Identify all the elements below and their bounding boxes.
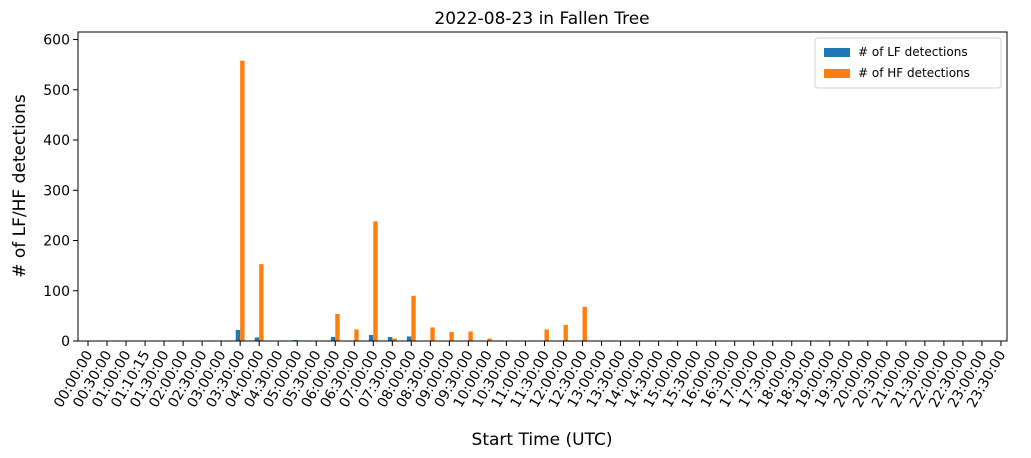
y-ticks-layer: 0 100 200 300 400 500 600 [43, 33, 78, 350]
y-tick-label: 0 [61, 334, 70, 350]
legend-label: # of LF detections [858, 45, 968, 59]
bars-layer [235, 60, 587, 341]
lf-bar [235, 329, 241, 341]
y-tick-label: 100 [43, 284, 70, 300]
x-axis-label: Start Time (UTC) [472, 430, 613, 450]
hf-bar [259, 264, 264, 341]
lf-bar [406, 336, 412, 341]
hf-bar [354, 329, 359, 341]
y-tick-label: 300 [43, 183, 70, 199]
hf-bar [582, 306, 587, 341]
hf-bar [487, 338, 492, 341]
y-tick-label: 500 [43, 83, 70, 99]
legend-label: # of HF detections [858, 66, 970, 80]
hf-bar [373, 221, 378, 341]
y-tick-label: 600 [43, 33, 70, 49]
chart-title: 2022-08-23 in Fallen Tree [434, 9, 649, 29]
y-axis-label: # of LF/HF detections [10, 94, 30, 278]
hf-bar [430, 327, 435, 341]
hf-bar [335, 313, 340, 341]
hf-bar [449, 331, 454, 341]
legend: # of LF detections # of HF detections [814, 37, 1002, 89]
lf-bar [254, 337, 260, 341]
lf-bar [368, 334, 374, 341]
x-ticks-layer: 00:00:0000:30:0001:00:0001:10:1501:30:00… [51, 341, 1009, 410]
y-tick-label: 400 [43, 133, 70, 149]
hf-bar [468, 331, 473, 341]
lf-bar [387, 336, 393, 341]
hf-bar [544, 329, 549, 341]
legend-swatch [824, 48, 850, 57]
hf-bar [240, 60, 245, 341]
y-tick-label: 200 [43, 234, 70, 250]
hf-bar [392, 338, 397, 341]
plot-frame [77, 31, 1008, 342]
hf-bar [563, 324, 568, 341]
legend-swatch [824, 69, 850, 78]
hf-bar [411, 295, 416, 341]
legend-box [814, 37, 1002, 89]
lf-bar [330, 336, 336, 341]
